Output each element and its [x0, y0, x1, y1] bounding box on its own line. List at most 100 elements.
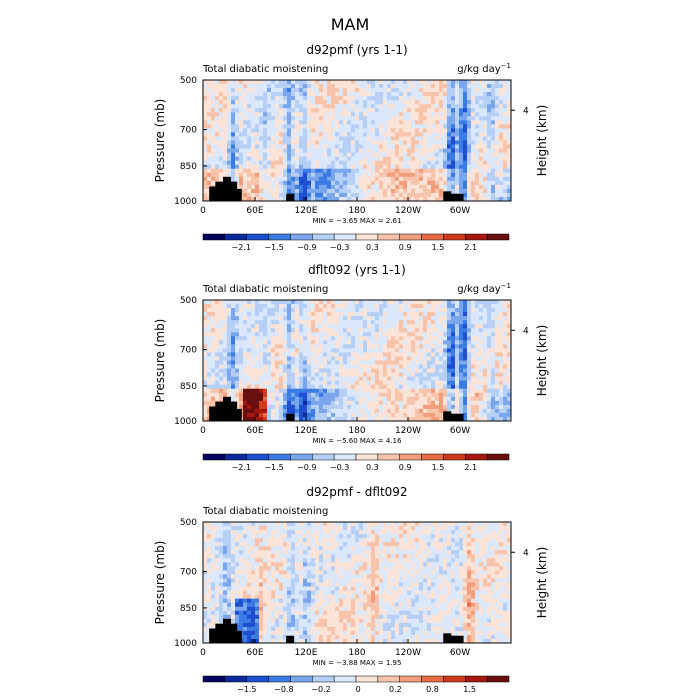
- heatmap-cell: [355, 124, 360, 129]
- heatmap-cell: [411, 148, 416, 153]
- heatmap-cell: [467, 156, 472, 162]
- heatmap-cell: [315, 100, 320, 105]
- heatmap-cell: [203, 626, 208, 632]
- heatmap-cell: [383, 172, 388, 178]
- heatmap-cell: [231, 136, 236, 141]
- heatmap-cell: [439, 120, 444, 125]
- heatmap-cell: [399, 112, 404, 117]
- heatmap-cell: [307, 172, 312, 178]
- heatmap-cell: [455, 304, 460, 309]
- heatmap-cell: [303, 120, 308, 125]
- heatmap-cell: [415, 112, 420, 117]
- heatmap-cell: [311, 392, 316, 398]
- heatmap-cell: [307, 100, 312, 105]
- heatmap-cell: [283, 372, 288, 378]
- heatmap-cell: [315, 104, 320, 109]
- heatmap-cell: [363, 148, 368, 153]
- colorbar-label: −1.5: [264, 463, 283, 472]
- heatmap-cell: [507, 384, 512, 390]
- heatmap-cell: [431, 416, 436, 422]
- heatmap-cell: [463, 408, 468, 414]
- heatmap-cell: [495, 372, 500, 378]
- heatmap-cell: [387, 320, 392, 325]
- heatmap-cell: [215, 554, 220, 559]
- heatmap-cell: [463, 364, 468, 369]
- heatmap-cell: [343, 348, 348, 353]
- heatmap-cell: [431, 168, 436, 174]
- heatmap-cell: [219, 120, 224, 125]
- heatmap-cell: [451, 184, 456, 190]
- heatmap-cell: [407, 316, 412, 321]
- heatmap-cell: [299, 368, 304, 373]
- heatmap-cell: [315, 352, 320, 357]
- heatmap-cell: [271, 360, 276, 365]
- heatmap-cell: [367, 108, 372, 113]
- heatmap-cell: [343, 164, 348, 170]
- heatmap-cell: [211, 352, 216, 357]
- heatmap-cell: [287, 136, 292, 141]
- heatmap-cell: [507, 88, 512, 93]
- heatmap-cell: [331, 88, 336, 93]
- heatmap-cell: [483, 384, 488, 390]
- heatmap-cell: [239, 116, 244, 121]
- heatmap-cell: [251, 404, 256, 410]
- heatmap-cell: [311, 352, 316, 357]
- heatmap-cell: [427, 300, 432, 305]
- heatmap-cell: [439, 356, 444, 361]
- heatmap-cell: [227, 324, 232, 329]
- heatmap-cell: [499, 328, 504, 333]
- heatmap-cell: [391, 88, 396, 93]
- heatmap-cell: [395, 136, 400, 141]
- heatmap-cell: [219, 550, 224, 555]
- heatmap-cell: [403, 84, 408, 89]
- heatmap-cell: [279, 164, 284, 170]
- heatmap-cell: [247, 368, 252, 373]
- heatmap-cell: [243, 360, 248, 365]
- heatmap-cell: [291, 92, 296, 97]
- heatmap-cell: [427, 348, 432, 353]
- heatmap-cell: [227, 328, 232, 333]
- heatmap-cell: [283, 104, 288, 109]
- heatmap-cell: [279, 356, 284, 361]
- heatmap-cell: [203, 132, 208, 137]
- heatmap-cell: [255, 412, 260, 418]
- heatmap-cell: [503, 128, 508, 133]
- heatmap-cell: [211, 172, 216, 178]
- heatmap-cell: [335, 320, 340, 325]
- heatmap-cell: [471, 80, 476, 85]
- heatmap-cell: [427, 376, 432, 382]
- heatmap-cell: [207, 88, 212, 93]
- heatmap-cell: [367, 396, 372, 402]
- heatmap-cell: [263, 348, 268, 353]
- heatmap-cell: [503, 108, 508, 113]
- heatmap-cell: [475, 132, 480, 137]
- x-tick-label: 120W: [395, 206, 421, 216]
- heatmap-cell: [275, 120, 280, 125]
- heatmap-cell: [439, 172, 444, 178]
- heatmap-cell: [327, 100, 332, 105]
- heatmap-cell: [407, 124, 412, 129]
- heatmap-cell: [207, 116, 212, 121]
- heatmap-cell: [375, 380, 380, 386]
- heatmap-cell: [251, 84, 256, 89]
- heatmap-cell: [239, 312, 244, 317]
- heatmap-cell: [487, 356, 492, 361]
- heatmap-cell: [243, 120, 248, 125]
- heatmap-cell: [259, 112, 264, 117]
- heatmap-cell: [223, 352, 228, 357]
- heatmap-cell: [507, 112, 512, 117]
- heatmap-cell: [247, 416, 252, 422]
- heatmap-cell: [383, 132, 388, 137]
- heatmap-cell: [383, 104, 388, 109]
- heatmap-cell: [367, 192, 372, 198]
- heatmap-cell: [455, 404, 460, 410]
- heatmap-cell: [487, 104, 492, 109]
- heatmap-cell: [367, 416, 372, 422]
- heatmap-cell: [283, 132, 288, 137]
- heatmap-cell: [259, 372, 264, 378]
- heatmap-cell: [459, 336, 464, 341]
- heatmap-cell: [315, 80, 320, 85]
- heatmap-cell: [467, 104, 472, 109]
- heatmap-cell: [207, 380, 212, 386]
- heatmap-cell: [431, 104, 436, 109]
